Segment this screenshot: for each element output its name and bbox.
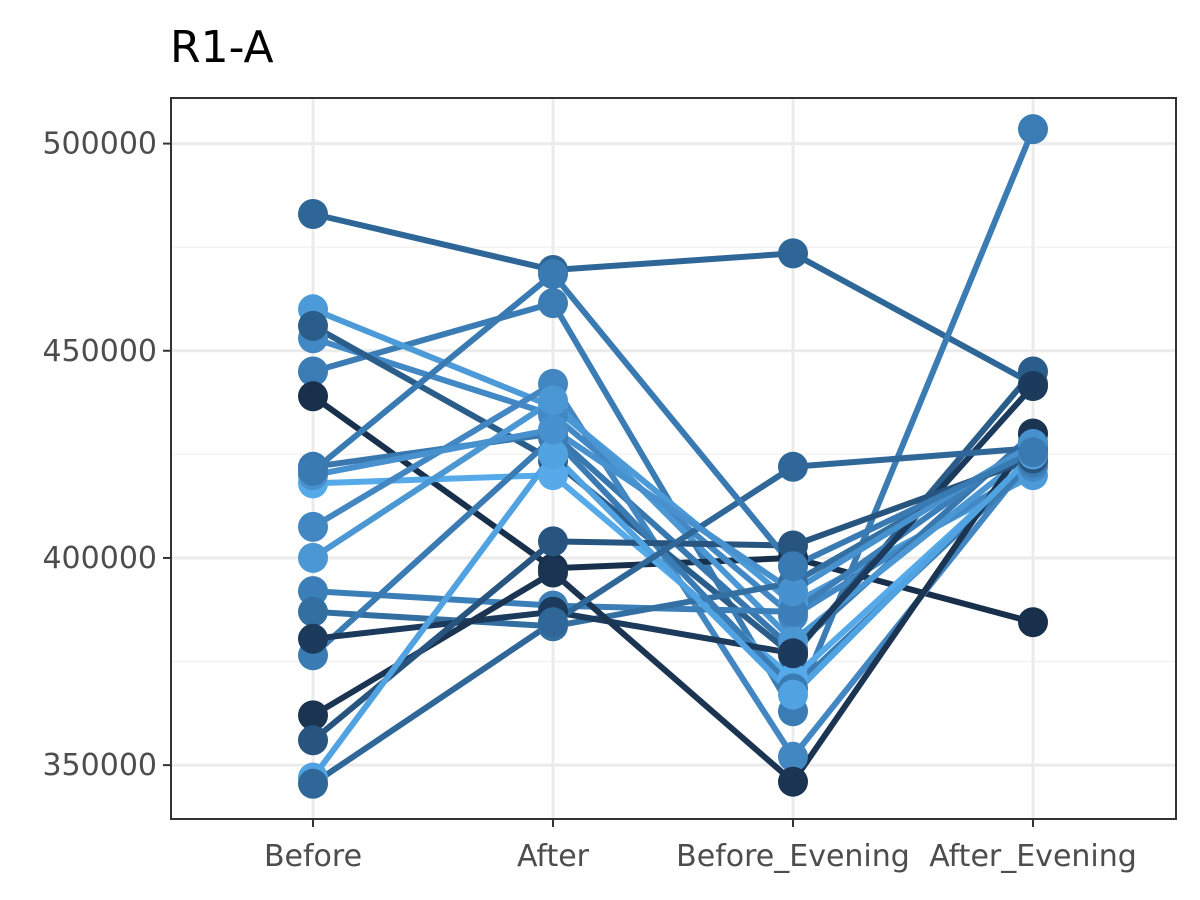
data-point-s14-after_evening bbox=[1018, 371, 1048, 401]
data-point-s18-before bbox=[298, 768, 328, 799]
series-line-s19 bbox=[310, 426, 1036, 595]
data-point-s16-before_evening bbox=[778, 530, 808, 561]
data-point-s9-before_evening bbox=[778, 741, 808, 772]
series-line-s1 bbox=[310, 211, 1036, 387]
series-line-s11 bbox=[310, 438, 1036, 615]
series-layer bbox=[298, 114, 1048, 799]
axes: 350000 400000 450000 500000 Before After Befor… bbox=[42, 127, 1136, 874]
data-point-s11-before bbox=[298, 576, 328, 607]
data-point-s2-before bbox=[298, 356, 328, 387]
data-point-s17-before_evening bbox=[778, 679, 808, 710]
data-point-s3-after_evening bbox=[1018, 607, 1048, 638]
data-point-s11-before_evening bbox=[778, 596, 808, 627]
y-tick-label: 500000 bbox=[42, 127, 157, 162]
x-tick-label: After bbox=[517, 839, 590, 874]
data-point-s3-before bbox=[298, 381, 328, 412]
series-line-s10 bbox=[310, 397, 1036, 644]
data-point-s2-after_evening bbox=[1018, 114, 1048, 145]
x-tick-label: After_Evening bbox=[929, 839, 1137, 874]
data-point-s1-before_evening bbox=[778, 238, 808, 269]
data-point-s15-before bbox=[298, 700, 328, 731]
data-point-s10-after bbox=[538, 385, 568, 416]
data-point-s20-after bbox=[538, 259, 568, 290]
x-tick-label: Before_Evening bbox=[676, 839, 910, 874]
data-point-s7-after bbox=[538, 460, 568, 491]
data-point-s16-after bbox=[538, 526, 568, 557]
data-point-s9-before bbox=[298, 511, 328, 542]
data-point-s14-before_evening bbox=[778, 638, 808, 669]
data-point-s6-before bbox=[298, 310, 328, 341]
series-line-s18 bbox=[310, 445, 1036, 787]
y-tick-label: 450000 bbox=[42, 334, 157, 369]
data-point-s16-before bbox=[298, 725, 328, 756]
data-point-s19-after bbox=[538, 414, 568, 445]
data-point-s18-before_evening bbox=[778, 451, 808, 482]
data-point-s20-before bbox=[298, 455, 328, 486]
y-tick-label: 400000 bbox=[42, 541, 157, 576]
data-point-s2-after bbox=[538, 288, 568, 319]
data-point-s19-before_evening bbox=[778, 576, 808, 607]
data-point-s1-before bbox=[298, 199, 328, 229]
data-point-s10-before bbox=[298, 542, 328, 573]
y-tick-label: 350000 bbox=[42, 748, 157, 783]
x-tick-label: Before bbox=[264, 839, 362, 874]
data-point-s14-before bbox=[298, 623, 328, 654]
data-point-s12-before bbox=[298, 596, 328, 627]
series-line-s20 bbox=[310, 271, 1036, 570]
data-point-s17-after bbox=[538, 439, 568, 470]
data-point-s20-after_evening bbox=[1018, 437, 1048, 468]
data-point-s20-before_evening bbox=[778, 551, 808, 582]
data-point-s18-after bbox=[538, 607, 568, 638]
data-point-s15-before_evening bbox=[778, 766, 808, 797]
data-point-s15-after bbox=[538, 557, 568, 588]
chart-title: R1-A bbox=[170, 22, 274, 73]
series-line-s17 bbox=[310, 451, 1036, 781]
panel-border bbox=[170, 97, 1177, 820]
